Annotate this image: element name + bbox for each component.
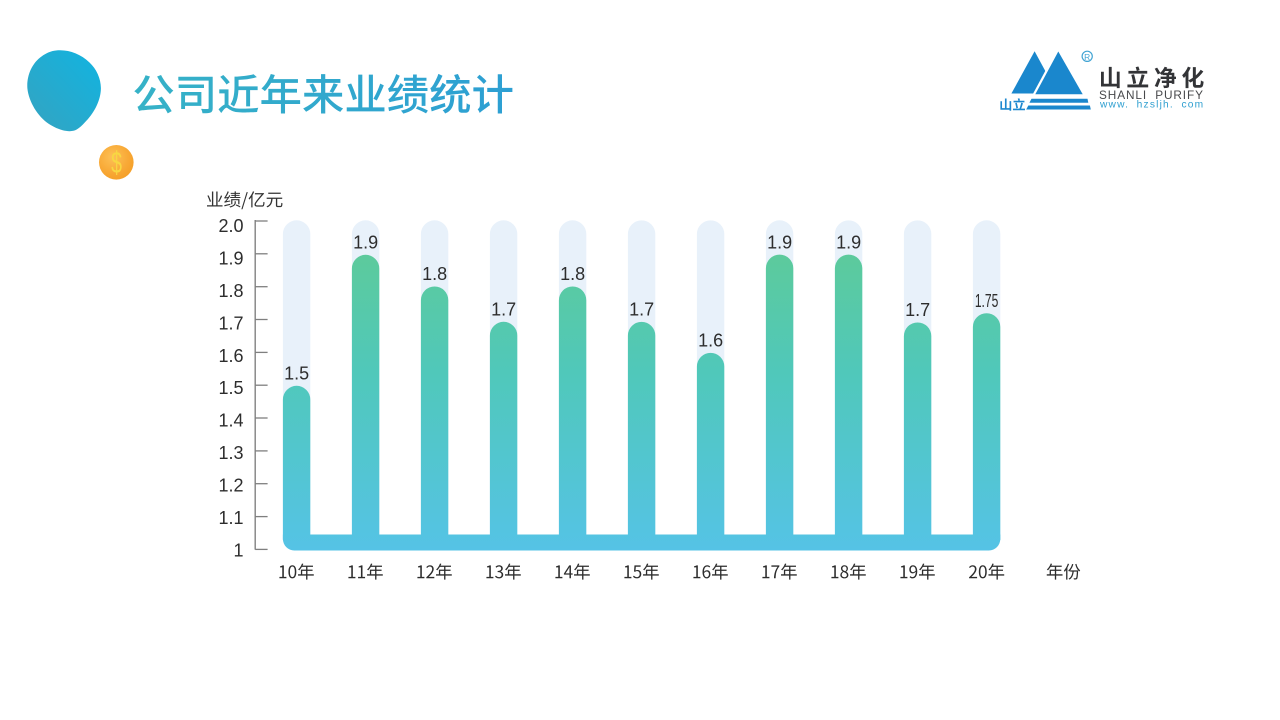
svg-text:1.1: 1.1	[218, 508, 243, 528]
svg-text:1.7: 1.7	[629, 300, 654, 320]
svg-text:1.9: 1.9	[767, 232, 792, 252]
svg-text:www. hzsljh. com: www. hzsljh. com	[1099, 100, 1204, 111]
svg-text:1.4: 1.4	[218, 411, 243, 431]
svg-text:SHANLI PURIFY: SHANLI PURIFY	[1099, 88, 1204, 102]
svg-text:1.6: 1.6	[218, 346, 243, 366]
svg-text:1.8: 1.8	[560, 264, 585, 284]
svg-text:1.5: 1.5	[218, 378, 243, 398]
svg-text:1.75: 1.75	[975, 291, 999, 311]
svg-text:1.8: 1.8	[422, 264, 447, 284]
svg-text:1.8: 1.8	[218, 281, 243, 301]
svg-text:2.0: 2.0	[218, 216, 243, 236]
svg-text:R: R	[1084, 52, 1090, 62]
svg-text:1.9: 1.9	[836, 232, 861, 252]
svg-text:1.9: 1.9	[218, 249, 243, 269]
svg-text:1: 1	[233, 540, 243, 560]
svg-text:1.6: 1.6	[698, 331, 723, 351]
svg-text:1.3: 1.3	[218, 443, 243, 463]
svg-text:1.7: 1.7	[491, 300, 516, 320]
svg-text:$: $	[111, 147, 122, 180]
svg-text:1.9: 1.9	[353, 233, 378, 253]
svg-text:1.7: 1.7	[905, 300, 930, 320]
svg-text:1.5: 1.5	[284, 364, 309, 384]
svg-text:1.2: 1.2	[218, 476, 243, 496]
svg-text:1.7: 1.7	[218, 313, 243, 333]
